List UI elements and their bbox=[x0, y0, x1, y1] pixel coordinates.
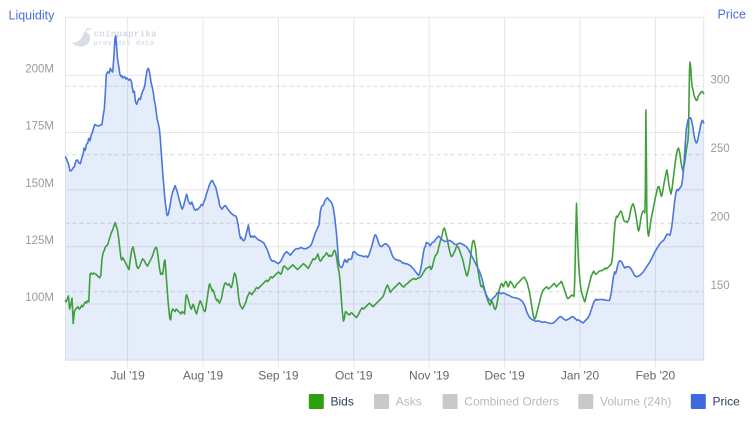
svg-text:200M: 200M bbox=[25, 64, 54, 76]
svg-text:Nov '19: Nov '19 bbox=[409, 369, 450, 383]
svg-text:300: 300 bbox=[711, 75, 730, 87]
svg-text:Sep '19: Sep '19 bbox=[258, 369, 299, 383]
svg-text:Asks: Asks bbox=[396, 395, 422, 409]
svg-text:Bids: Bids bbox=[331, 395, 354, 409]
svg-text:Feb '20: Feb '20 bbox=[636, 369, 676, 383]
svg-text:100M: 100M bbox=[25, 292, 54, 304]
svg-text:provides data: provides data bbox=[94, 40, 155, 48]
svg-text:coinpaprika: coinpaprika bbox=[94, 29, 158, 40]
svg-text:150: 150 bbox=[711, 280, 730, 292]
svg-text:Jan '20: Jan '20 bbox=[561, 369, 600, 383]
svg-text:Aug '19: Aug '19 bbox=[183, 369, 224, 383]
svg-text:Price: Price bbox=[713, 395, 741, 409]
svg-text:Liquidity: Liquidity bbox=[9, 9, 56, 23]
svg-text:200: 200 bbox=[711, 211, 730, 223]
svg-text:Volume (24h): Volume (24h) bbox=[600, 395, 671, 409]
svg-text:150M: 150M bbox=[25, 178, 54, 190]
svg-text:Jul '19: Jul '19 bbox=[110, 369, 145, 383]
svg-text:Dec '19: Dec '19 bbox=[484, 369, 525, 383]
svg-text:175M: 175M bbox=[25, 121, 54, 133]
svg-text:Price: Price bbox=[718, 8, 747, 22]
svg-text:125M: 125M bbox=[25, 235, 54, 247]
svg-text:250: 250 bbox=[711, 143, 730, 155]
svg-text:Combined Orders: Combined Orders bbox=[464, 395, 559, 409]
svg-text:Oct '19: Oct '19 bbox=[335, 369, 373, 383]
